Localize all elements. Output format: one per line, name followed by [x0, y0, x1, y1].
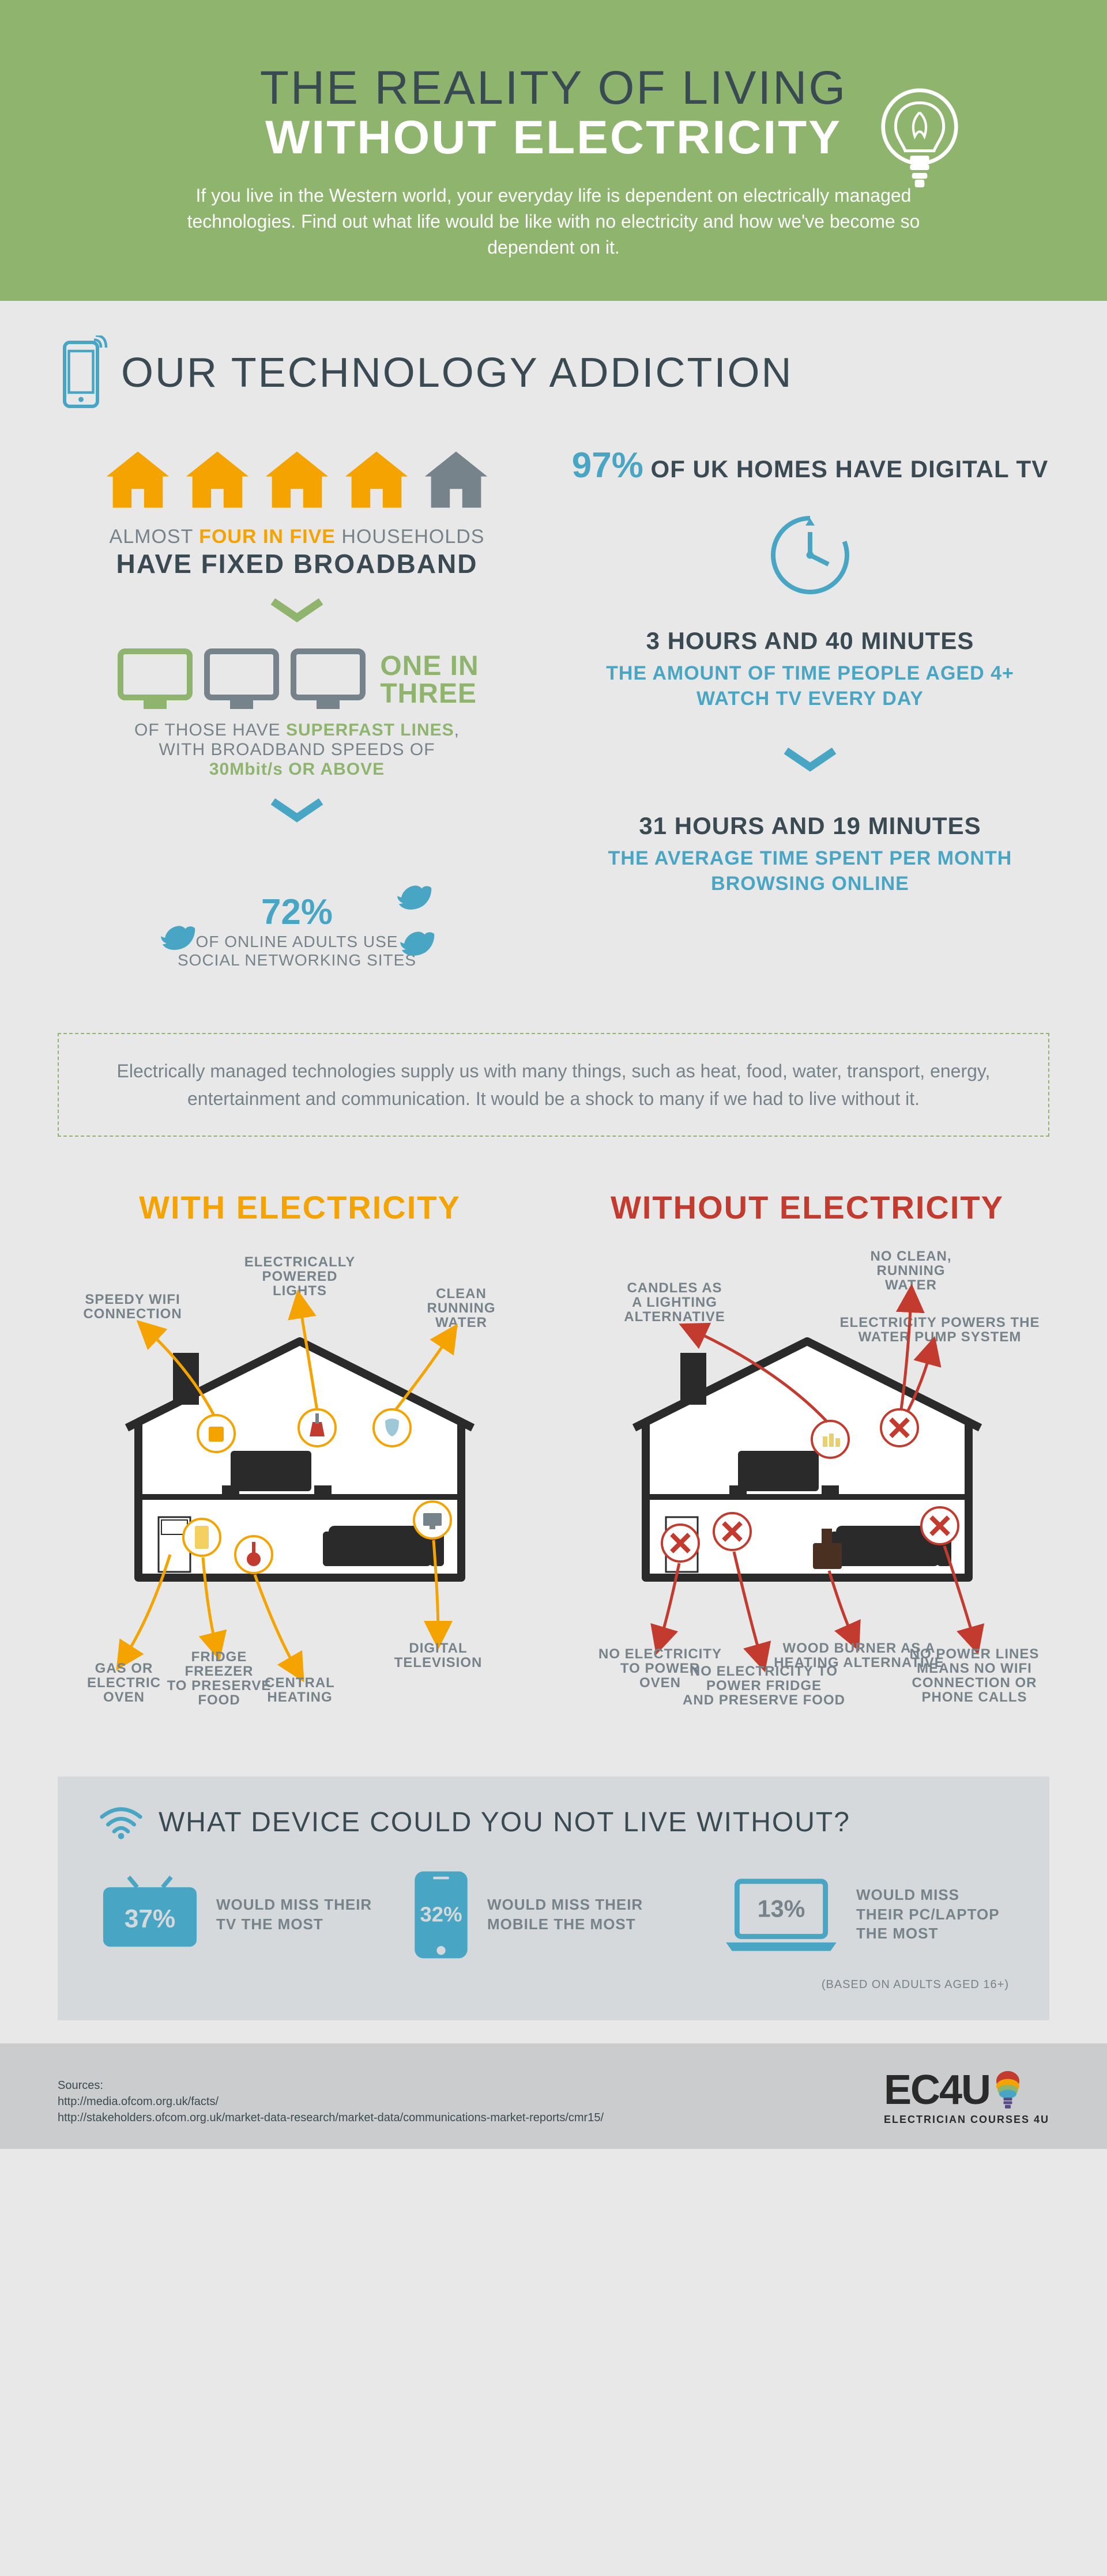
svg-text:GAS OR: GAS OR [95, 1661, 153, 1676]
svg-text:ELECTRICALLY: ELECTRICALLY [244, 1254, 355, 1270]
footer: Sources: http://media.ofcom.org.uk/facts… [0, 2043, 1107, 2149]
section-devices: WHAT DEVICE COULD YOU NOT LIVE WITHOUT? … [58, 1777, 1049, 2020]
logo: EC4U ELECTRICIAN COURSES 4U [884, 2066, 1049, 2126]
svg-text:A LIGHTING: A LIGHTING [632, 1295, 717, 1310]
hero-title-pre: THE REALITY OF LIVING [260, 62, 847, 114]
svg-text:TELEVISION: TELEVISION [394, 1655, 483, 1670]
svg-text:WATER PUMP SYSTEM: WATER PUMP SYSTEM [859, 1329, 1022, 1345]
bird-icon [395, 880, 435, 915]
without-electricity-title: WITHOUT ELECTRICITY [565, 1189, 1049, 1226]
svg-text:POWER FRIDGE: POWER FRIDGE [706, 1678, 822, 1694]
svg-text:OVEN: OVEN [103, 1689, 145, 1705]
svg-text:HEATING: HEATING [267, 1689, 332, 1705]
svg-text:PHONE CALLS: PHONE CALLS [921, 1689, 1027, 1705]
with-electricity-title: WITH ELECTRICITY [58, 1189, 542, 1226]
chevron-down-icon [268, 797, 326, 825]
house-without-electricity: CANDLES AS A LIGHTING ALTERNATIVE NO CLE… [565, 1243, 1049, 1716]
device-mobile: 32% WOULD MISS THEIR MOBILE THE MOST [409, 1869, 698, 1961]
twitter-stat: 72% OF ONLINE ADULTS USE SOCIAL NETWORKI… [153, 869, 441, 993]
hero-title-em: WITHOUT ELECTRICITY [265, 111, 842, 164]
svg-text:NO CLEAN,: NO CLEAN, [871, 1249, 952, 1264]
svg-text:SPEEDY WIFI: SPEEDY WIFI [85, 1292, 180, 1307]
svg-text:32%: 32% [420, 1902, 462, 1926]
svg-text:RUNNING: RUNNING [427, 1300, 496, 1316]
svg-text:37%: 37% [125, 1904, 175, 1933]
svg-text:AND PRESERVE FOOD: AND PRESERVE FOOD [683, 1692, 845, 1708]
house-row-icon [58, 445, 536, 514]
broadband-stat: ALMOST FOUR IN FIVE HOUSEHOLDS HAVE FIXE… [58, 526, 536, 579]
watch-time-stat: 3 HOURS AND 40 MINUTES [571, 627, 1049, 655]
svg-text:TO PRESERVE: TO PRESERVE [167, 1678, 272, 1694]
bird-icon [159, 921, 199, 955]
svg-text:NO POWER LINES: NO POWER LINES [910, 1646, 1040, 1662]
tv-icon: 37% [98, 1875, 202, 1955]
sources: Sources: http://media.ofcom.org.uk/facts… [58, 2077, 604, 2126]
superfast-stat: OF THOSE HAVE SUPERFAST LINES, WITH BROA… [58, 721, 536, 779]
svg-text:FOOD: FOOD [198, 1692, 240, 1708]
laptop-icon: 13% [721, 1875, 842, 1955]
infographic: THE REALITY OF LIVING WITHOUT ELECTRICIT… [0, 0, 1107, 2149]
monitors-stat: ONE IN THREE [58, 646, 536, 715]
svg-text:FRIDGE: FRIDGE [191, 1649, 247, 1665]
svg-text:POWERED: POWERED [262, 1269, 337, 1284]
svg-text:WATER: WATER [435, 1315, 487, 1330]
svg-text:LIGHTS: LIGHTS [273, 1283, 327, 1299]
svg-text:ELECTRICITY POWERS THE: ELECTRICITY POWERS THE [840, 1315, 1040, 1330]
wifi-icon [98, 1805, 144, 1840]
svg-text:ALTERNATIVE: ALTERNATIVE [624, 1309, 725, 1325]
devices-title: WHAT DEVICE COULD YOU NOT LIVE WITHOUT? [159, 1806, 850, 1838]
browse-time-sub: THE AVERAGE TIME SPENT PER MONTH BROWSIN… [571, 846, 1049, 896]
svg-text:NO ELECTRICITY: NO ELECTRICITY [598, 1646, 722, 1662]
section-addiction: OUR TECHNOLOGY ADDICTION ALMOST FOUR IN … [58, 335, 1049, 1137]
svg-text:CENTRAL: CENTRAL [265, 1675, 335, 1691]
svg-text:ELECTRIC: ELECTRIC [87, 1675, 161, 1691]
svg-text:13%: 13% [758, 1895, 805, 1922]
device-laptop: 13% WOULD MISS THEIR PC/LAPTOP THE MOST [721, 1875, 1009, 1955]
svg-text:CONNECTION OR: CONNECTION OR [912, 1675, 1037, 1691]
chevron-down-icon [268, 597, 326, 625]
watch-time-sub: THE AMOUNT OF TIME PEOPLE AGED 4+ WATCH … [571, 661, 1049, 711]
bulb-icon [871, 84, 969, 202]
note-box: Electrically managed technologies supply… [58, 1033, 1049, 1137]
phone-icon [58, 335, 110, 410]
bird-icon [398, 926, 438, 961]
svg-text:WATER: WATER [885, 1277, 937, 1293]
svg-text:FREEZER: FREEZER [184, 1664, 253, 1679]
logo-bulb-icon [993, 2070, 1022, 2110]
svg-text:RUNNING: RUNNING [877, 1263, 946, 1278]
clock-icon [764, 509, 856, 601]
browse-time-stat: 31 HOURS AND 19 MINUTES [571, 812, 1049, 840]
svg-text:CLEAN: CLEAN [436, 1286, 487, 1302]
mobile-icon: 32% [409, 1869, 473, 1961]
svg-text:OVEN: OVEN [639, 1675, 681, 1691]
svg-text:DIGITAL: DIGITAL [409, 1640, 467, 1656]
chevron-down-icon [781, 746, 839, 775]
svg-text:CONNECTION: CONNECTION [83, 1306, 182, 1322]
hero: THE REALITY OF LIVING WITHOUT ELECTRICIT… [0, 0, 1107, 301]
section-houses: WITH ELECTRICITY SPEEDY WIFI CONNECTION … [58, 1189, 1049, 1719]
digital-tv-stat: 97% OF UK HOMES HAVE DIGITAL TV [571, 445, 1049, 486]
section-addiction-title: OUR TECHNOLOGY ADDICTION [121, 349, 793, 397]
hero-sub: If you live in the Western world, your e… [179, 183, 928, 260]
house-with-electricity: SPEEDY WIFI CONNECTION ELECTRICALLY POWE… [58, 1243, 542, 1716]
device-tv: 37% WOULD MISS THEIR TV THE MOST [98, 1875, 386, 1955]
devices-footnote: (BASED ON ADULTS AGED 16+) [98, 1978, 1009, 1992]
svg-text:TO POWER: TO POWER [620, 1661, 700, 1676]
svg-text:MEANS NO WIFI: MEANS NO WIFI [917, 1661, 1032, 1676]
svg-text:CANDLES AS: CANDLES AS [627, 1280, 722, 1296]
